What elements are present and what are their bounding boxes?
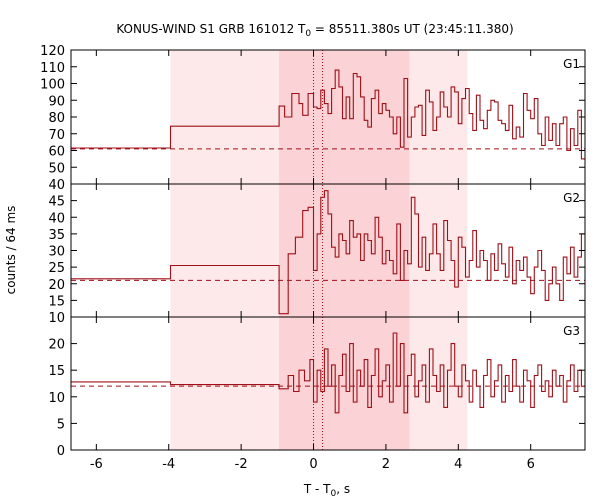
count-series <box>71 69 585 414</box>
y-tick-label-g1: 70 <box>48 128 65 143</box>
title-subscript: 0 <box>305 29 311 39</box>
y-tick-label-g3: 15 <box>48 364 65 379</box>
y-tick-label-g1: 60 <box>48 145 65 160</box>
y-tick-label-g2: 25 <box>48 261 65 276</box>
chart-title: KONUS-WIND S1 GRB 161012 T0 = 85511.380s… <box>116 22 513 39</box>
x-tick-label: 2 <box>382 457 390 472</box>
y-tick-label-g1: 110 <box>40 61 65 76</box>
panel-label-g1: G1 <box>563 57 580 71</box>
panel-label-g3: G3 <box>563 324 580 338</box>
y-tick-label-g3: 0 <box>57 444 65 459</box>
y-tick-label-g1: 100 <box>40 78 65 93</box>
y-tick-label-g1: 50 <box>48 161 65 176</box>
y-tick-label-g1: 90 <box>48 94 65 109</box>
y-tick-label-g2: 10 <box>48 311 65 326</box>
x-tick-label: 6 <box>527 457 535 472</box>
y-tick-label-g2: 20 <box>48 278 65 293</box>
y-tick-label-g3: 10 <box>48 391 65 406</box>
panel-frame-g3 <box>70 316 586 451</box>
tick-marks <box>71 49 585 451</box>
x-tick-label: -6 <box>90 457 103 472</box>
x-tick-label: 4 <box>454 457 462 472</box>
xlabel-subscript: 0 <box>331 489 337 499</box>
tick-labels: G1405060708090100110120G2101520253035404… <box>40 44 580 472</box>
y-tick-label-g1: 80 <box>48 111 65 126</box>
x-axis-label: T - T0, s <box>303 482 350 499</box>
x-tick-label: -2 <box>235 457 248 472</box>
title-suffix: = 85511.380s UT (23:45:11.380) <box>311 22 514 36</box>
y-tick-label-g2: 40 <box>48 211 65 226</box>
count-curve-g3 <box>71 332 585 414</box>
y-tick-label-g2: 45 <box>48 195 65 210</box>
x-tick-label: -4 <box>162 457 175 472</box>
title-prefix: KONUS-WIND S1 GRB 161012 T <box>116 22 306 36</box>
y-tick-label-g1: 40 <box>48 178 65 193</box>
panel-label-g2: G2 <box>563 191 580 205</box>
xlabel-prefix: T - T <box>303 482 331 496</box>
y-tick-label-g2: 15 <box>48 294 65 309</box>
xlabel-suffix: , s <box>336 482 350 496</box>
count-curve-g2 <box>71 190 585 315</box>
y-axis-label: counts / 64 ms <box>4 206 18 295</box>
y-tick-label-g2: 35 <box>48 228 65 243</box>
x-tick-label: 0 <box>309 457 317 472</box>
y-tick-label-g2: 30 <box>48 245 65 260</box>
y-tick-label-g1: 120 <box>40 44 65 59</box>
y-tick-label-g3: 5 <box>57 417 65 432</box>
count-curve-g1 <box>71 69 585 160</box>
shaded-intervals <box>170 50 468 450</box>
y-tick-label-g3: 20 <box>48 338 65 353</box>
